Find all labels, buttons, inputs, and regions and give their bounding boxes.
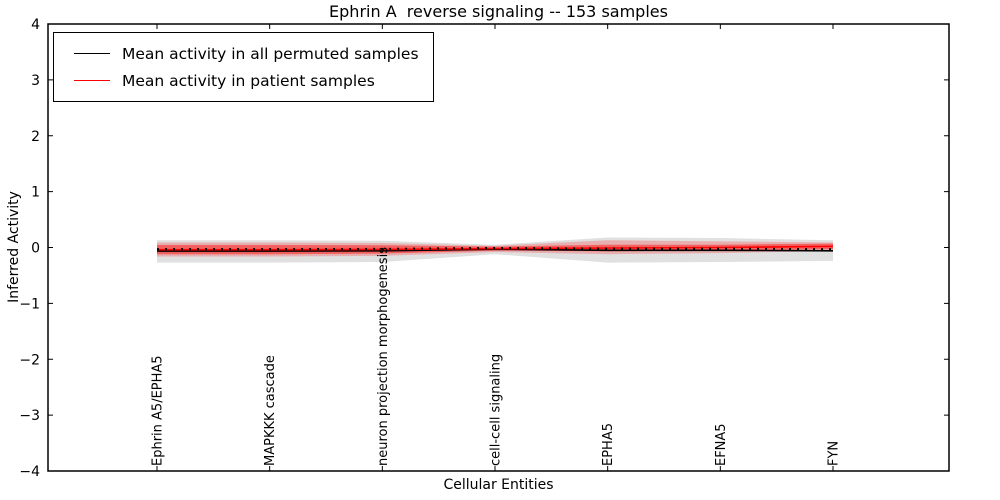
y-axis-label: Inferred Activity xyxy=(6,191,22,303)
x-tick-label: Ephrin A5/EPHA5 xyxy=(151,355,166,466)
x-tick-label: MAPKKK cascade xyxy=(263,355,278,466)
chart-title: Ephrin A reverse signaling -- 153 sample… xyxy=(329,2,668,21)
legend-label-patient: Mean activity in patient samples xyxy=(122,71,375,90)
y-tick-label: 0 xyxy=(31,241,40,257)
x-tick-label: EPHA5 xyxy=(601,423,616,466)
series-line-permuted-dotted-guide xyxy=(157,246,834,251)
legend-item-patient: Mean activity in patient samples xyxy=(64,67,419,94)
y-tick-label: 2 xyxy=(31,129,40,145)
x-axis-label: Cellular Entities xyxy=(443,477,554,493)
x-tick-label: EFNA5 xyxy=(714,423,729,466)
y-tick-label: 1 xyxy=(31,185,40,201)
legend-line-swatch-black xyxy=(74,53,110,54)
legend-label-permuted: Mean activity in all permuted samples xyxy=(122,44,419,63)
legend: Mean activity in all permuted samples Me… xyxy=(53,32,434,102)
y-tick-label: −1 xyxy=(19,296,40,312)
legend-item-permuted: Mean activity in all permuted samples xyxy=(64,40,419,67)
y-tick-label: −4 xyxy=(19,464,40,480)
y-tick-label: −3 xyxy=(19,408,40,424)
legend-line-swatch-red xyxy=(74,80,110,81)
y-tick-label: 4 xyxy=(31,17,40,33)
x-tick-label: FYN xyxy=(827,441,842,466)
y-tick-label: 3 xyxy=(31,73,40,89)
y-tick-label: −2 xyxy=(19,352,40,368)
band-permuted-range xyxy=(157,237,833,263)
x-tick-label: neuron projection morphogenesis xyxy=(376,247,391,466)
x-tick-label: cell-cell signaling xyxy=(489,354,504,466)
